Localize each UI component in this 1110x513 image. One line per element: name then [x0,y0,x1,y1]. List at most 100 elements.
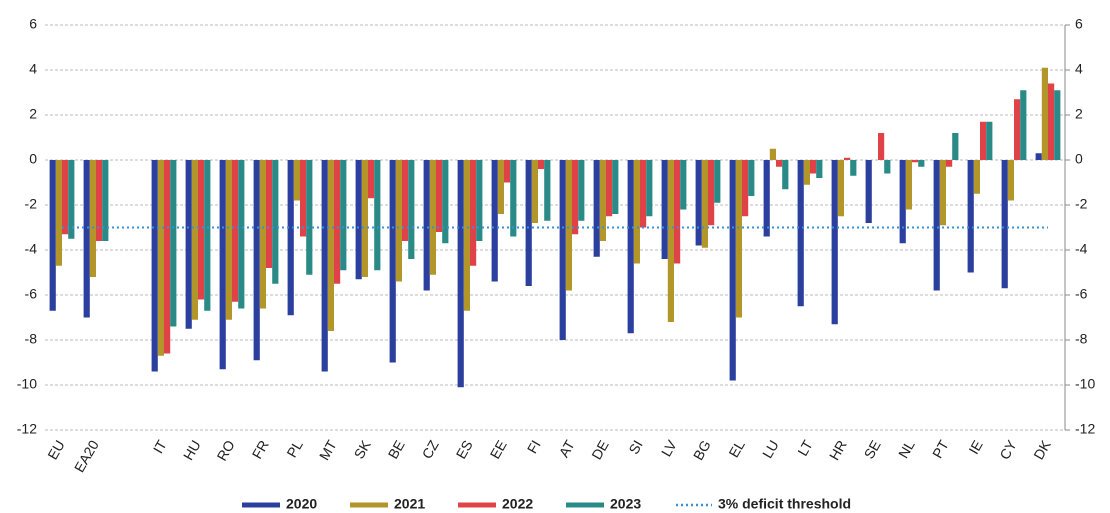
bar [646,160,653,217]
bar [1054,90,1061,160]
y-tick-label: -6 [25,286,38,302]
bar [395,160,402,282]
bar [253,160,260,361]
bar [361,160,368,277]
bar [593,160,600,257]
x-tick-label: FR [249,437,272,461]
bar [578,160,585,221]
bar [429,160,436,275]
bar [374,160,381,271]
x-tick-label: AT [556,437,579,460]
legend-label: 2022 [502,496,533,512]
bar [844,157,851,160]
bar [627,160,634,334]
bar [980,121,987,160]
bar [640,160,647,228]
x-tick-label: EA20 [71,437,102,475]
x-tick-label: BE [385,437,408,461]
x-tick-label: LT [794,437,816,459]
x-tick-label: SK [351,437,375,462]
x-tick-label: ES [453,437,476,461]
bar [776,160,783,167]
bar [865,160,872,223]
legend: 2020 2021 2022 2023 3% deficit threshold [242,496,851,512]
y-tick-label: -4 [25,241,38,257]
bar [933,160,940,291]
bar [674,160,681,264]
bar [89,160,96,277]
bar [219,160,226,370]
y2-tick-label: 2 [1075,106,1083,122]
bar [538,160,545,169]
y-tick-label: 6 [29,16,37,32]
y-tick-label: -10 [17,376,37,392]
bar [504,160,511,183]
bar [714,160,721,203]
bar [497,160,504,214]
bar [531,160,538,223]
x-tick-label: FI [524,437,544,456]
bar [748,160,755,196]
x-tick-label: NL [895,437,918,461]
x-tick-label: PT [929,437,952,461]
bar [102,160,109,241]
bar [402,160,409,241]
bar [1048,83,1055,160]
x-tick-label: HU [180,437,204,463]
bar [899,160,906,244]
bar [225,160,232,320]
bar [701,160,708,248]
bar [544,160,551,221]
bar [939,160,946,226]
y2-tick-label: -12 [1075,421,1095,437]
legend-label: 3% deficit threshold [718,496,851,512]
legend-label: 2021 [394,496,425,512]
x-tick-label: EU [44,437,68,462]
y2-tick-label: -4 [1075,241,1088,257]
bar [293,160,300,201]
y2-tick-label: -10 [1075,376,1095,392]
bar [763,160,770,237]
y-tick-label: 4 [29,61,37,77]
bar [946,160,953,167]
bar [389,160,396,363]
bar [918,160,925,167]
y2-tick-label: 4 [1075,61,1083,77]
bar [340,160,347,271]
bar [368,160,375,199]
bar [238,160,245,309]
bar [912,160,919,163]
bar [952,133,959,160]
bar [850,160,857,176]
bar [1014,99,1021,160]
bar [491,160,498,282]
y-tick-label: 0 [29,151,37,167]
x-tick-label: IT [150,437,170,456]
bar [164,160,171,354]
bar [735,160,742,318]
bar [476,160,483,241]
x-tick-label: LU [759,437,782,461]
bar [695,160,702,246]
bar [287,160,294,316]
x-tick-label: CY [996,437,1020,462]
bar [321,160,328,372]
bar [151,160,158,372]
bar [470,160,477,266]
bar [1020,90,1027,160]
bar [96,160,103,241]
bar [633,160,640,264]
bar [973,160,980,194]
bar [198,160,205,300]
y-tick-label: 2 [29,106,37,122]
legend-label: 2023 [610,496,641,512]
y-tick-label: -8 [25,331,38,347]
x-tick-label: DK [1030,437,1054,462]
y-tick-label: -12 [17,421,37,437]
bar [185,160,192,329]
y2-tick-label: -6 [1075,286,1088,302]
bar [905,160,912,210]
bar [306,160,313,275]
x-tick-label: SI [625,437,645,456]
x-tick-label: HR [826,437,850,463]
